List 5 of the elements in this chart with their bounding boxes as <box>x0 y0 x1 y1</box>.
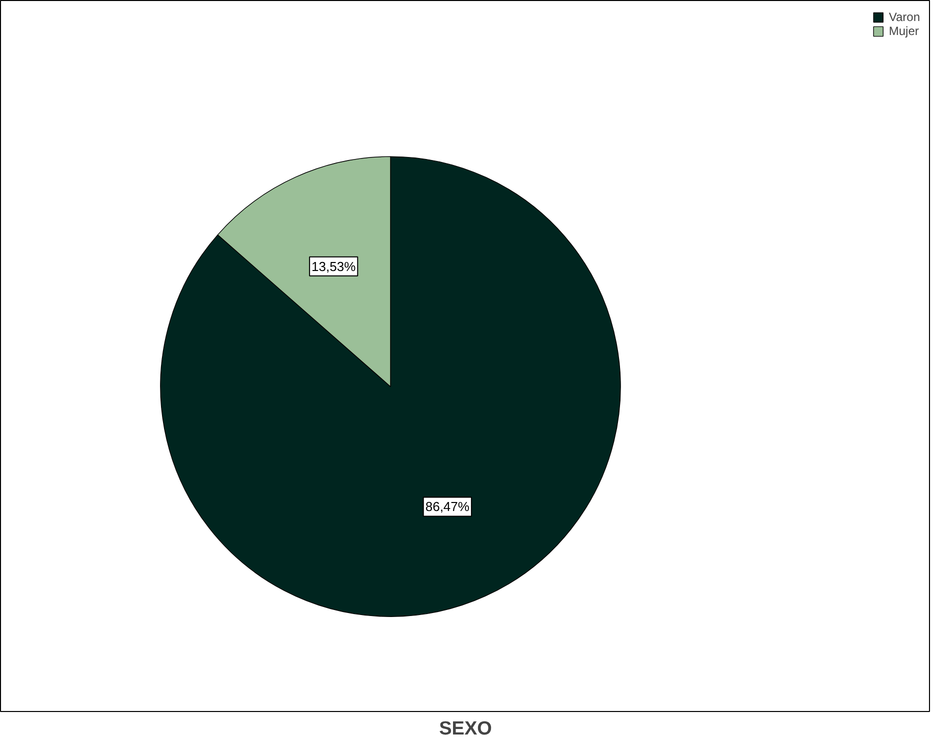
data-label: 86,47% <box>425 499 470 514</box>
legend-label: Mujer <box>888 24 919 38</box>
legend-label: Varon <box>888 10 920 24</box>
text: SEXO <box>439 718 492 740</box>
data-label: 13,53% <box>312 258 356 274</box>
